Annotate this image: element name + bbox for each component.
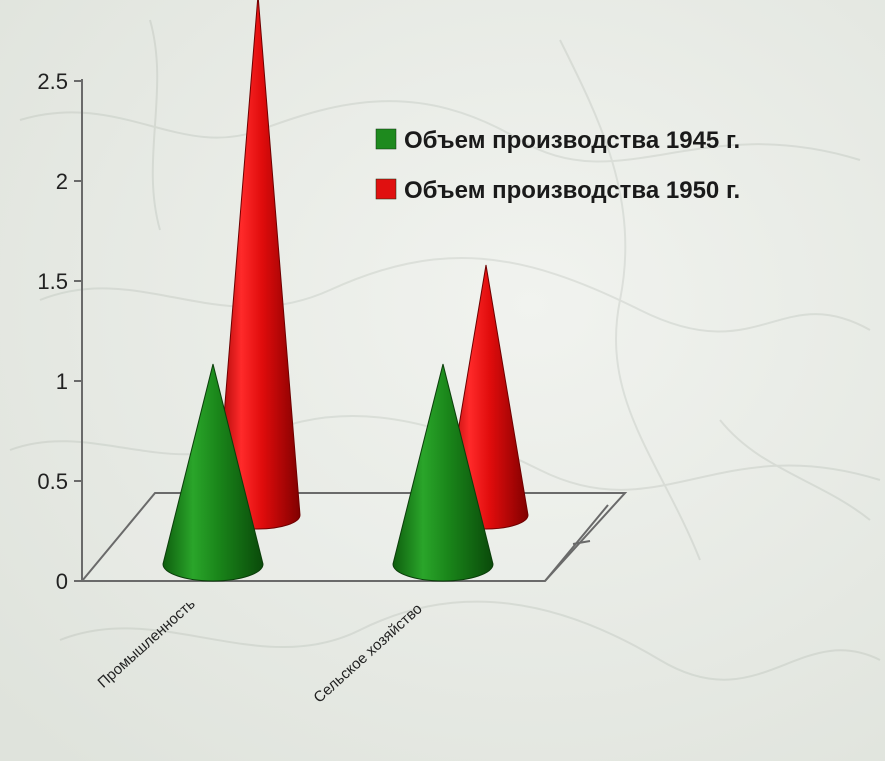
y-tick-label: 2 [56,169,68,194]
y-tick-label: 0.5 [37,469,68,494]
cone-1945: Сельское хозяйство: 1 [392,363,494,582]
y-tick-label: 1 [56,369,68,394]
legend-label: Объем производства 1945 г. [404,127,740,154]
legend-label: Объем производства 1950 г. [404,177,740,204]
y-axis: 0 0.5 1 1.5 2 2.5 [37,69,83,594]
depth-tick [572,540,591,545]
legend: Объем производства 1945 г. Объем производ… [375,127,740,204]
plot-walls [79,492,628,582]
cone-1945: Промышленность: 1 [162,363,264,582]
map-texture [9,19,881,681]
legend-swatch [375,178,397,200]
legend-swatch [375,128,397,150]
y-tick-label: 1.5 [37,269,68,294]
y-tick-label: 2.5 [37,69,68,94]
y-tick-label: 0 [56,569,68,594]
plot-area: Промышленность: 2.6Сельское хозяйство: 1… [162,0,529,582]
floor [79,492,628,582]
